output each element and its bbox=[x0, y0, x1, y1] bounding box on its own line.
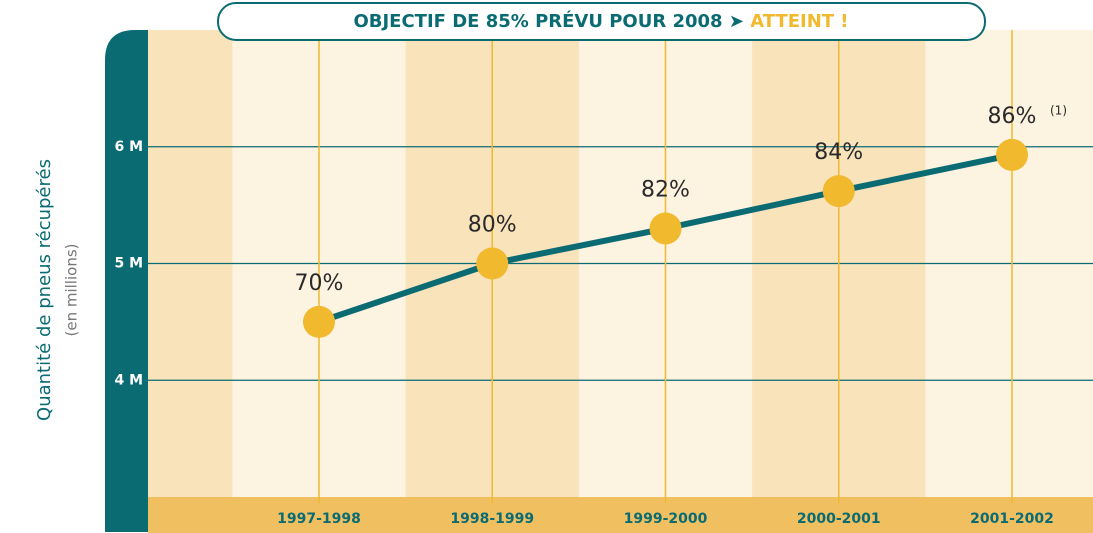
chart-title: OBJECTIF DE 85% PRÉVU POUR 2008 ➤ ATTEIN… bbox=[353, 10, 848, 32]
data-point bbox=[303, 305, 335, 338]
data-point bbox=[649, 212, 682, 245]
category-band bbox=[148, 497, 1093, 533]
axis-band bbox=[105, 30, 148, 532]
y-tick-label: 6 M bbox=[114, 139, 143, 155]
footnote-mark: (1) bbox=[1050, 103, 1067, 117]
data-point bbox=[996, 138, 1028, 171]
title-highlight: ATTEINT ! bbox=[750, 11, 848, 32]
rate-label: 82% bbox=[641, 177, 690, 202]
rate-label: 70% bbox=[295, 271, 344, 296]
y-axis-title: Quantité de pneus récupérés bbox=[34, 159, 55, 421]
rate-label: 80% bbox=[468, 213, 517, 238]
x-tick-label: 1999-2000 bbox=[624, 511, 708, 527]
rate-label: 86% bbox=[988, 104, 1037, 129]
title-text: OBJECTIF DE 85% PRÉVU POUR 2008 ➤ bbox=[353, 10, 743, 32]
y-axis-subtitle: (en millions) bbox=[63, 244, 81, 337]
x-tick-label: 1997-1998 bbox=[277, 511, 361, 527]
rate-label: 84% bbox=[814, 140, 863, 165]
x-tick-label: 2001-2002 bbox=[970, 511, 1054, 527]
title-box bbox=[217, 2, 986, 41]
data-point bbox=[822, 175, 855, 208]
y-tick-label: 5 M bbox=[114, 256, 143, 272]
x-tick-label: 1998-1999 bbox=[450, 511, 534, 527]
data-point bbox=[476, 247, 509, 280]
x-tick-label: 2000-2001 bbox=[797, 511, 881, 527]
y-tick-label: 4 M bbox=[114, 372, 143, 388]
